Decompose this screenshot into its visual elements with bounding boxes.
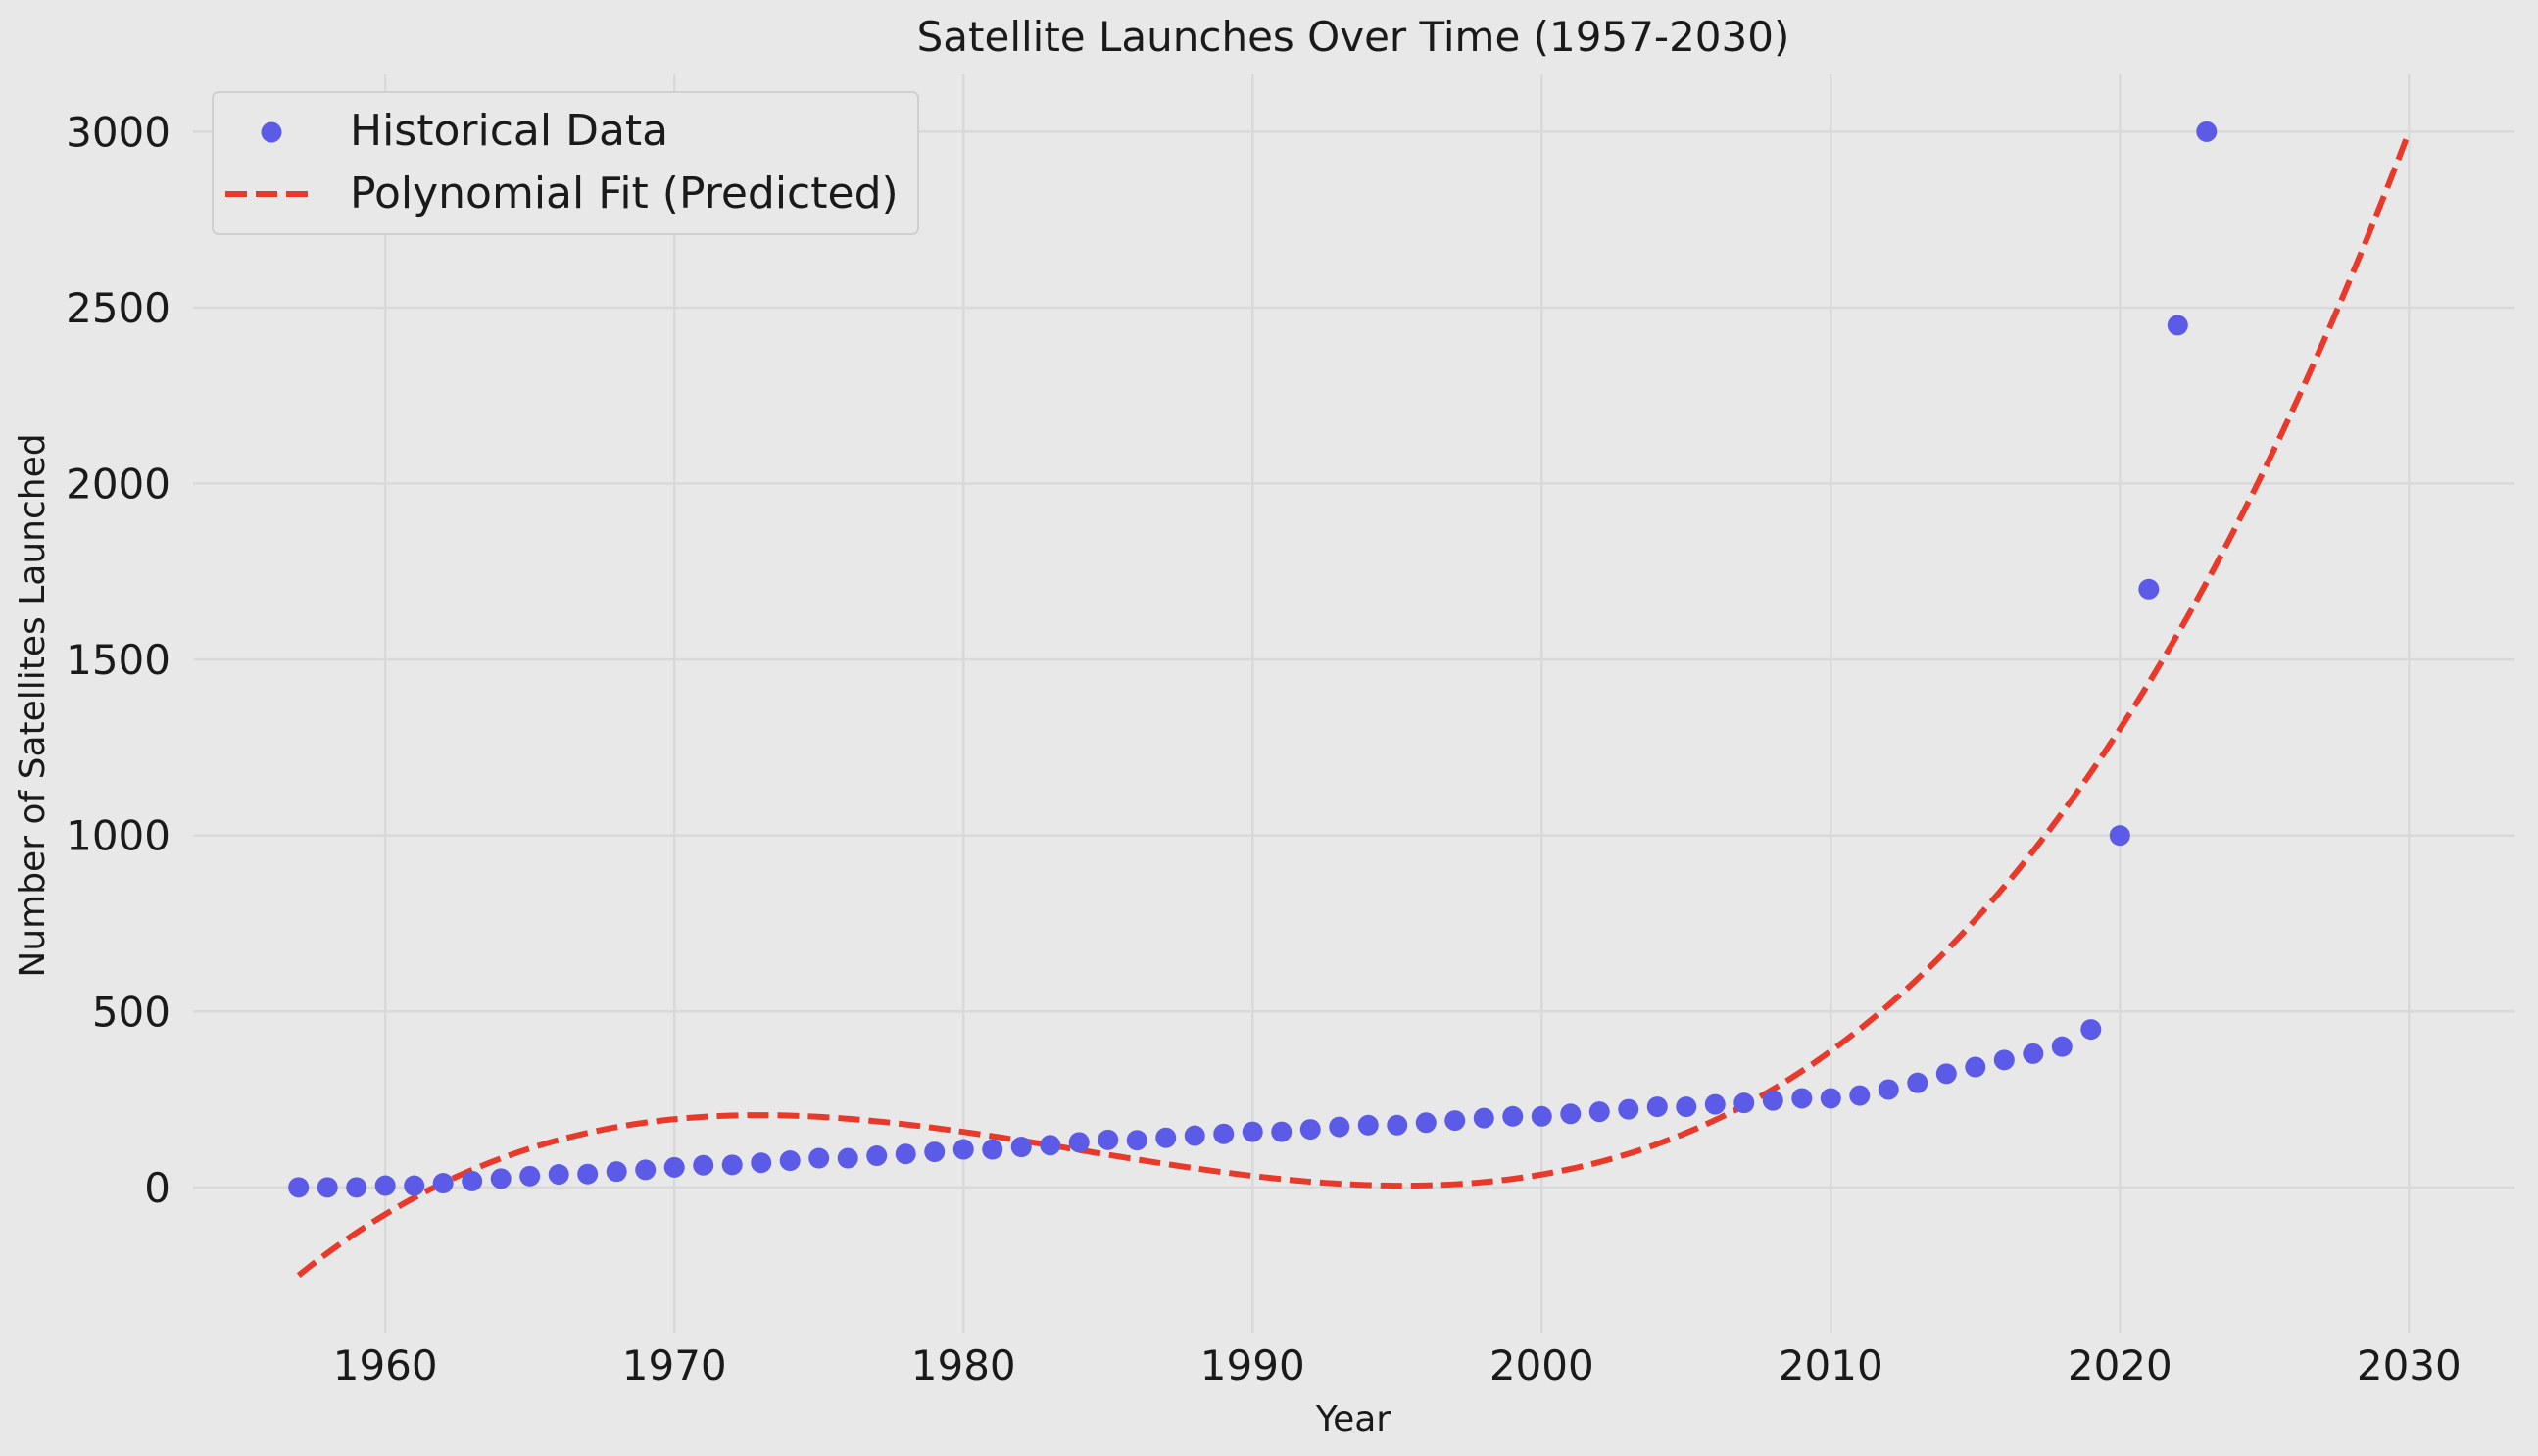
x-axis-label: Year (1315, 1399, 1391, 1439)
data-point (952, 1139, 974, 1160)
data-point (721, 1154, 743, 1176)
data-point (1820, 1088, 1841, 1109)
points-layer (288, 121, 2218, 1198)
data-point (1329, 1116, 1350, 1138)
data-point (663, 1156, 685, 1178)
x-tick-label: 2020 (2068, 1341, 2172, 1389)
data-point (1935, 1063, 1957, 1085)
y-tick-label: 2500 (66, 284, 171, 332)
data-point (1010, 1137, 1032, 1158)
data-point (288, 1177, 310, 1198)
data-point (2109, 825, 2130, 847)
legend-label-historical: Historical Data (350, 106, 668, 156)
data-point (1618, 1098, 1639, 1120)
data-point (548, 1164, 569, 1186)
data-point (1993, 1049, 2015, 1071)
data-point (1676, 1096, 1697, 1118)
fit-curve (296, 130, 2413, 1278)
data-point (1531, 1105, 1552, 1127)
legend: Historical Data Polynomial Fit (Predicte… (212, 91, 919, 235)
data-point (1155, 1127, 1177, 1148)
data-point (1387, 1114, 1408, 1136)
data-point (1357, 1114, 1379, 1136)
data-point (432, 1173, 454, 1194)
data-point (1415, 1112, 1437, 1134)
data-point (317, 1177, 338, 1198)
y-tick-label: 2000 (66, 461, 171, 509)
data-point (519, 1165, 541, 1187)
y-tick-label: 3000 (66, 108, 171, 156)
data-point (2023, 1043, 2044, 1064)
y-tick-label: 0 (144, 1164, 171, 1212)
data-point (1733, 1092, 1755, 1114)
data-point (1184, 1125, 1205, 1146)
data-point (2196, 121, 2218, 142)
data-point (577, 1163, 599, 1185)
legend-box (212, 91, 919, 235)
data-point (895, 1143, 916, 1165)
chart-title: Satellite Launches Over Time (1957-2030) (917, 13, 1790, 61)
data-point (1444, 1110, 1466, 1132)
x-tick-label: 1970 (622, 1341, 727, 1389)
data-point (837, 1147, 858, 1169)
data-point (1299, 1119, 1321, 1141)
data-point (606, 1161, 627, 1183)
data-point (1242, 1121, 1263, 1142)
data-point (1646, 1096, 1668, 1118)
x-tick-label: 2030 (2357, 1341, 2462, 1389)
data-point (693, 1154, 714, 1176)
data-point (1473, 1107, 1494, 1129)
data-point (1271, 1121, 1293, 1142)
data-point (374, 1175, 396, 1196)
data-point (866, 1145, 888, 1167)
data-point (751, 1152, 772, 1174)
data-point (462, 1170, 483, 1191)
x-tick-label: 1990 (1200, 1341, 1305, 1389)
data-point (404, 1175, 425, 1196)
x-tick-label: 2000 (1489, 1341, 1594, 1389)
x-tick-label: 2010 (1779, 1341, 1883, 1389)
data-point (2167, 315, 2188, 336)
legend-label-fit: Polynomial Fit (Predicted) (350, 169, 899, 218)
x-tick-label: 1980 (911, 1341, 1016, 1389)
data-point (2138, 578, 2160, 600)
data-point (1126, 1130, 1147, 1151)
data-point (346, 1177, 367, 1198)
data-point (635, 1159, 657, 1181)
data-point (1849, 1085, 1871, 1106)
data-point (1068, 1132, 1090, 1153)
data-point (1762, 1090, 1783, 1111)
data-point (1098, 1129, 1119, 1150)
x-tick-labels: 1960 1970 1980 1990 2000 2010 2020 2030 (333, 1341, 2462, 1389)
y-tick-label: 1500 (66, 636, 171, 684)
data-point (924, 1141, 946, 1163)
data-point (1560, 1103, 1582, 1125)
y-tick-label: 500 (92, 988, 171, 1036)
data-point (808, 1147, 830, 1169)
data-point (2080, 1019, 2102, 1041)
legend-marker-historical (261, 121, 282, 143)
data-point (1791, 1088, 1813, 1109)
data-point (2051, 1036, 2073, 1057)
data-point (982, 1139, 1003, 1160)
data-point (1502, 1105, 1524, 1127)
data-point (1704, 1093, 1726, 1115)
data-point (1040, 1135, 1061, 1156)
data-point (779, 1150, 801, 1172)
y-tick-label: 1000 (66, 812, 171, 860)
data-point (1878, 1079, 1899, 1100)
x-tick-label: 1960 (333, 1341, 438, 1389)
y-tick-labels: 0 500 1000 1500 2000 2500 3000 (66, 108, 171, 1211)
data-point (1588, 1101, 1610, 1123)
data-point (1965, 1056, 1986, 1078)
data-point (1213, 1123, 1235, 1144)
data-point (490, 1168, 512, 1189)
y-axis-label: Number of Satellites Launched (13, 433, 53, 977)
data-point (1907, 1072, 1928, 1093)
fit-layer (296, 130, 2413, 1278)
